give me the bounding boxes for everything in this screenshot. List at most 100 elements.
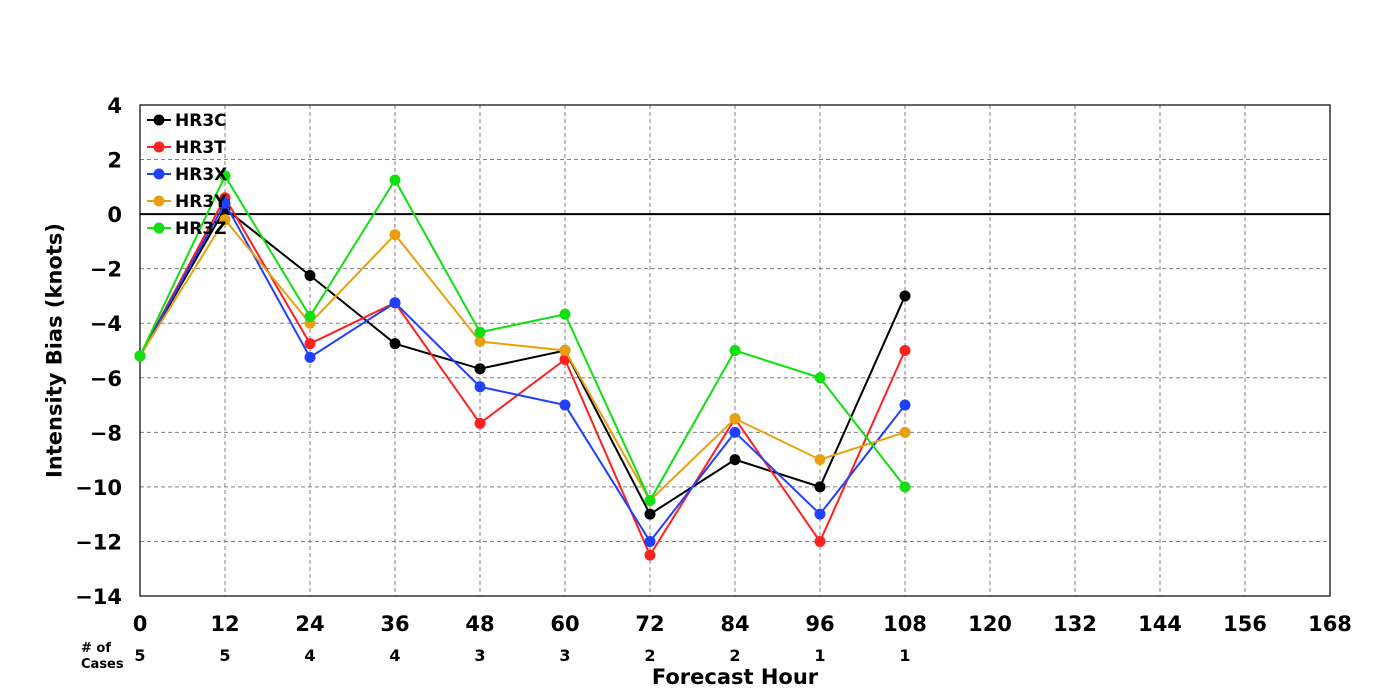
data-point-hr3y xyxy=(814,454,826,466)
y-tick-label: −12 xyxy=(75,530,122,554)
legend-marker xyxy=(153,114,165,126)
data-point-hr3y xyxy=(474,335,486,347)
data-point-hr3z xyxy=(134,350,146,362)
data-point-hr3c xyxy=(814,481,826,493)
data-point-hr3x xyxy=(559,399,571,411)
legend-label: HR3Y xyxy=(175,192,227,212)
case-count: 1 xyxy=(814,646,825,665)
x-tick-label: 0 xyxy=(133,612,148,636)
case-count: 5 xyxy=(134,646,145,665)
y-tick-label: −4 xyxy=(90,312,122,336)
x-tick-label: 12 xyxy=(210,612,239,636)
data-point-hr3z xyxy=(474,326,486,338)
x-tick-label: 60 xyxy=(550,612,579,636)
case-count: 1 xyxy=(899,646,910,665)
case-counts: 5 5 4 4 3 3 2 2 1 1 xyxy=(134,646,910,665)
data-point-hr3y xyxy=(219,214,231,226)
data-point-hr3c xyxy=(729,454,741,466)
legend-marker xyxy=(153,168,165,180)
data-point-hr3t xyxy=(899,345,911,356)
y-tick-label: 2 xyxy=(107,149,122,173)
data-point-hr3y xyxy=(729,413,741,425)
data-point-hr3c xyxy=(474,363,486,375)
series-hr3z xyxy=(134,170,911,507)
data-point-hr3x xyxy=(729,426,741,438)
data-point-hr3t xyxy=(644,549,656,561)
x-tick-labels: 0 12 24 36 48 60 72 84 96 108 120 132 144 156 168 xyxy=(133,612,1352,636)
data-point-hr3t xyxy=(814,535,826,547)
y-tick-label: −2 xyxy=(90,258,122,282)
y-tick-label: −10 xyxy=(75,476,122,500)
data-point-hr3x xyxy=(304,351,316,363)
data-point-hr3x xyxy=(899,399,911,411)
series-line-hr3x xyxy=(139,201,906,544)
data-point-hr3z xyxy=(389,174,401,186)
x-tick-label: 168 xyxy=(1308,612,1352,636)
legend-label: HR3T xyxy=(175,138,226,158)
data-point-hr3z xyxy=(644,495,656,507)
case-count: 3 xyxy=(559,646,570,665)
x-tick-label: 108 xyxy=(883,612,927,636)
data-point-hr3y xyxy=(899,426,911,438)
legend-label: HR3Z xyxy=(175,219,226,239)
legend: HR3C HR3T HR3X HR3Y HR3Z xyxy=(147,111,227,239)
data-point-hr3z xyxy=(219,170,231,182)
x-tick-label: 156 xyxy=(1223,612,1267,636)
x-tick-label: 84 xyxy=(720,612,749,636)
legend-item-hr3x: HR3X xyxy=(147,165,227,185)
legend-item-hr3t: HR3T xyxy=(147,138,226,158)
y-tick-label: 4 xyxy=(107,94,122,118)
case-count: 4 xyxy=(304,646,315,665)
data-point-hr3y xyxy=(559,345,571,356)
x-tick-label: 48 xyxy=(465,612,494,636)
x-tick-label: 72 xyxy=(635,612,664,636)
data-point-hr3z xyxy=(304,310,316,322)
data-point-hr3z xyxy=(814,372,826,384)
data-point-hr3c xyxy=(304,269,316,281)
case-count: 2 xyxy=(729,646,740,665)
series-line-hr3y xyxy=(139,217,906,503)
series-layer xyxy=(134,170,911,561)
x-tick-label: 120 xyxy=(968,612,1012,636)
legend-label: HR3X xyxy=(175,165,227,185)
x-tick-label: 36 xyxy=(380,612,409,636)
data-point-hr3t xyxy=(474,417,486,429)
legend-item-hr3y: HR3Y xyxy=(147,192,227,212)
data-point-hr3z xyxy=(729,345,741,356)
x-tick-label: 144 xyxy=(1138,612,1182,636)
series-line-hr3t xyxy=(139,195,906,558)
y-tick-labels: 4 2 0 −2 −4 −6 −8 −10 −12 −14 xyxy=(75,94,122,609)
series-hr3t xyxy=(134,192,911,561)
data-point-hr3t xyxy=(304,338,316,350)
data-point-hr3x xyxy=(814,508,826,520)
data-point-hr3y xyxy=(389,229,401,241)
x-axis-title: Forecast Hour xyxy=(652,665,819,689)
data-point-hr3x xyxy=(389,297,401,309)
legend-marker xyxy=(153,195,165,207)
legend-marker xyxy=(153,222,165,234)
case-count: 3 xyxy=(474,646,485,665)
data-point-hr3z xyxy=(559,308,571,320)
x-tick-label: 24 xyxy=(295,612,324,636)
data-point-hr3c xyxy=(389,338,401,350)
y-tick-label: 0 xyxy=(107,203,122,227)
case-count: 4 xyxy=(389,646,400,665)
cases-title-line-1: # of xyxy=(81,641,111,656)
legend-marker xyxy=(153,141,165,153)
legend-item-hr3c: HR3C xyxy=(147,111,227,131)
data-point-hr3z xyxy=(899,481,911,493)
x-tick-label: 96 xyxy=(805,612,834,636)
y-tick-label: −8 xyxy=(90,421,122,445)
data-point-hr3c xyxy=(644,508,656,520)
y-axis-title: Intensity Bias (knots) xyxy=(42,223,66,478)
y-tick-label: −6 xyxy=(90,367,122,391)
data-point-hr3c xyxy=(899,290,911,302)
y-tick-label: −14 xyxy=(75,585,122,609)
legend-item-hr3z: HR3Z xyxy=(147,219,226,239)
series-line-hr3z xyxy=(139,173,906,503)
case-count: 2 xyxy=(644,646,655,665)
data-point-hr3x xyxy=(474,381,486,393)
case-count: 5 xyxy=(219,646,230,665)
data-point-hr3x xyxy=(219,197,231,209)
